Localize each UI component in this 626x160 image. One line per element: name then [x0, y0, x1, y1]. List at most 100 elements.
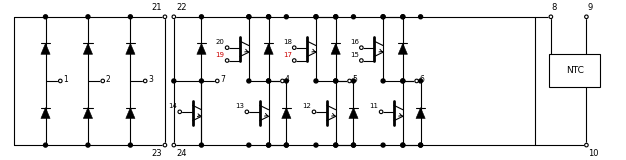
Circle shape: [225, 46, 229, 49]
Circle shape: [351, 143, 356, 147]
Circle shape: [585, 143, 588, 147]
Circle shape: [314, 79, 318, 83]
Circle shape: [86, 15, 90, 19]
Circle shape: [359, 46, 363, 49]
Text: 6: 6: [419, 75, 424, 84]
Polygon shape: [41, 108, 50, 118]
Circle shape: [314, 15, 318, 19]
Circle shape: [200, 143, 203, 147]
Circle shape: [267, 79, 270, 83]
Polygon shape: [126, 43, 135, 54]
Circle shape: [44, 15, 48, 19]
Circle shape: [267, 143, 270, 147]
Circle shape: [225, 59, 229, 62]
Circle shape: [44, 143, 48, 147]
Text: 17: 17: [283, 52, 292, 58]
Text: 14: 14: [168, 103, 177, 109]
Circle shape: [280, 79, 284, 83]
Polygon shape: [83, 108, 93, 118]
Circle shape: [359, 59, 363, 62]
Text: 13: 13: [235, 103, 244, 109]
Text: 20: 20: [216, 39, 225, 45]
Circle shape: [200, 79, 203, 83]
Polygon shape: [264, 43, 273, 54]
Circle shape: [314, 143, 318, 147]
Circle shape: [101, 79, 105, 83]
Circle shape: [379, 110, 383, 114]
Circle shape: [351, 79, 356, 83]
Text: 21: 21: [151, 3, 162, 12]
Circle shape: [334, 79, 337, 83]
Circle shape: [247, 15, 251, 19]
Circle shape: [284, 15, 289, 19]
Circle shape: [172, 15, 176, 19]
Circle shape: [351, 15, 356, 19]
Polygon shape: [282, 108, 291, 118]
Circle shape: [247, 143, 251, 147]
Circle shape: [312, 110, 316, 114]
Circle shape: [163, 143, 167, 147]
Text: 11: 11: [369, 103, 379, 109]
Circle shape: [247, 79, 251, 83]
Text: 23: 23: [151, 149, 162, 158]
Text: 5: 5: [352, 75, 357, 84]
Text: 22: 22: [177, 3, 187, 12]
Circle shape: [381, 79, 385, 83]
Circle shape: [128, 15, 132, 19]
Circle shape: [267, 79, 270, 83]
Text: 24: 24: [177, 149, 187, 158]
Circle shape: [381, 15, 385, 19]
Circle shape: [585, 15, 588, 19]
Circle shape: [549, 15, 553, 19]
Circle shape: [419, 143, 423, 147]
Polygon shape: [398, 43, 408, 54]
Circle shape: [334, 143, 337, 147]
Circle shape: [267, 15, 270, 19]
Circle shape: [314, 15, 318, 19]
Circle shape: [401, 143, 405, 147]
Polygon shape: [331, 43, 341, 54]
Circle shape: [334, 79, 337, 83]
Text: NTC: NTC: [566, 66, 583, 75]
Circle shape: [401, 79, 405, 83]
Circle shape: [401, 15, 405, 19]
Text: 2: 2: [106, 75, 110, 84]
Circle shape: [178, 110, 182, 114]
Circle shape: [348, 79, 351, 83]
Circle shape: [163, 15, 167, 19]
Circle shape: [419, 15, 423, 19]
Circle shape: [381, 143, 385, 147]
Polygon shape: [41, 43, 50, 54]
Circle shape: [172, 79, 176, 83]
Circle shape: [267, 15, 270, 19]
Circle shape: [284, 143, 289, 147]
Text: 7: 7: [220, 75, 225, 84]
Circle shape: [247, 15, 251, 19]
Circle shape: [401, 15, 405, 19]
Circle shape: [284, 79, 289, 83]
Text: 3: 3: [148, 75, 153, 84]
Text: 10: 10: [588, 149, 599, 158]
Polygon shape: [197, 43, 206, 54]
Circle shape: [59, 79, 62, 83]
Circle shape: [334, 15, 337, 19]
Circle shape: [284, 143, 289, 147]
Circle shape: [381, 15, 385, 19]
Circle shape: [334, 15, 337, 19]
Polygon shape: [126, 108, 135, 118]
Text: 19: 19: [216, 52, 225, 58]
Circle shape: [86, 143, 90, 147]
Text: 8: 8: [552, 3, 557, 12]
Text: 16: 16: [350, 39, 359, 45]
Text: 1: 1: [63, 75, 68, 84]
Circle shape: [401, 143, 405, 147]
Polygon shape: [83, 43, 93, 54]
Circle shape: [419, 79, 423, 83]
Circle shape: [419, 143, 423, 147]
Circle shape: [401, 79, 405, 83]
Circle shape: [415, 79, 418, 83]
Text: 15: 15: [350, 52, 359, 58]
Circle shape: [292, 59, 296, 62]
Text: 4: 4: [285, 75, 290, 84]
Circle shape: [143, 79, 147, 83]
